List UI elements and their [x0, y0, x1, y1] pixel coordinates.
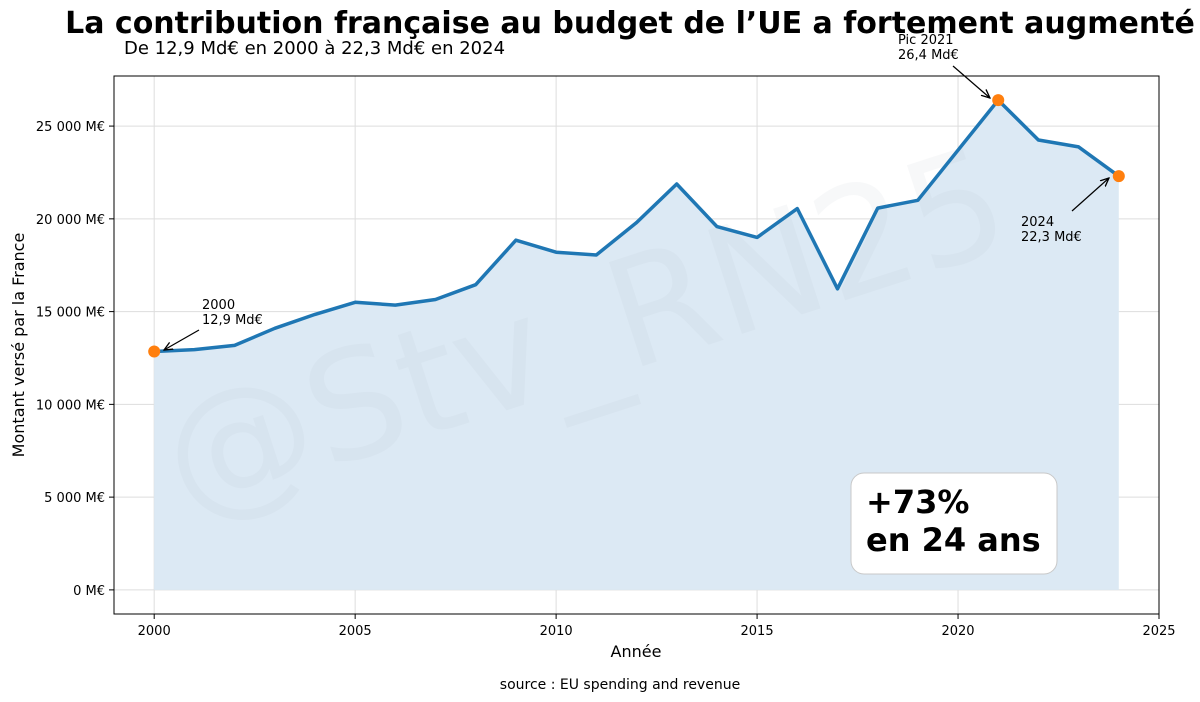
y-tick-label: 10 000 M€ — [36, 398, 105, 413]
plot-frame — [113, 75, 1160, 615]
data-point-marker — [992, 94, 1005, 107]
annotation-2000-arrow — [164, 329, 200, 350]
y-tick-label: 20 000 M€ — [36, 213, 105, 228]
annotation-2024-value: 22,3 Md€ — [1021, 230, 1082, 245]
annotation-2021-label: Pic 2021 — [898, 33, 954, 48]
x-tick-label: 2010 — [540, 624, 573, 639]
x-axis: 2000 2005 2010 2015 2020 2025 — [138, 614, 1176, 639]
y-tick-label: 0 M€ — [73, 584, 105, 599]
x-tick-label: 2020 — [941, 624, 974, 639]
annotation-2021: Pic 2021 26,4 Md€ — [898, 33, 990, 98]
x-tick-label: 2005 — [339, 624, 372, 639]
x-tick-label: 2015 — [741, 624, 774, 639]
highlight-box: +73% en 24 ans — [850, 472, 1058, 575]
x-tick-label: 2000 — [138, 624, 171, 639]
highlight-percent: +73% — [866, 483, 969, 521]
y-axis: 0 M€ 5 000 M€ 10 000 M€ 15 000 M€ 20 000 M€ 2… — [36, 120, 114, 599]
y-tick-label: 5 000 M€ — [44, 491, 105, 506]
annotation-2000-year: 2000 — [202, 298, 235, 313]
source-note: source : EU spending and revenue — [500, 677, 740, 693]
annotation-2024-year: 2024 — [1021, 215, 1054, 230]
annotation-2021-arrow — [952, 65, 990, 98]
annotation-2021-value: 26,4 Md€ — [898, 48, 959, 63]
area-fill — [154, 100, 1119, 590]
annotation-2024: 2024 22,3 Md€ — [1021, 178, 1109, 245]
chart-subtitle: De 12,9 Md€ en 2000 à 22,3 Md€ en 2024 — [124, 38, 505, 59]
data-point-marker — [148, 345, 161, 358]
y-tick-label: 15 000 M€ — [36, 306, 105, 321]
markers — [148, 94, 1125, 358]
x-axis-label: Année — [611, 642, 662, 661]
annotation-2024-arrow — [1071, 178, 1109, 212]
highlight-box-frame — [850, 472, 1058, 575]
annotation-2000-value: 12,9 Md€ — [202, 313, 263, 328]
y-tick-label: 25 000 M€ — [36, 120, 105, 135]
data-point-marker — [1112, 170, 1125, 183]
x-tick-label: 2025 — [1142, 624, 1175, 639]
highlight-period: en 24 ans — [866, 521, 1041, 559]
series-line — [154, 98, 1120, 354]
annotation-2000: 2000 12,9 Md€ — [164, 298, 263, 350]
chart-title: La contribution française au budget de l… — [65, 6, 1195, 41]
y-axis-label: Montant versé par la France — [9, 233, 28, 458]
